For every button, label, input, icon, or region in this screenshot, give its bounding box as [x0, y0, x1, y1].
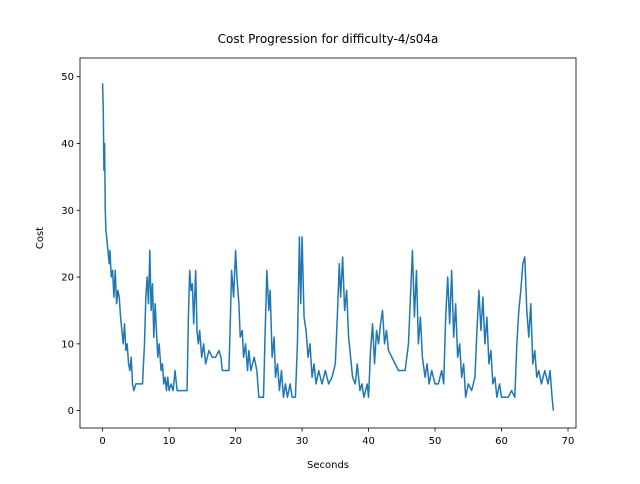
y-tick-label: 10 — [61, 339, 74, 350]
x-tick-label: 10 — [163, 436, 176, 447]
x-tick-label: 0 — [99, 436, 105, 447]
y-tick-label: 0 — [68, 406, 74, 417]
x-tick-label: 30 — [296, 436, 309, 447]
y-tick-label: 30 — [61, 206, 74, 217]
x-tick-label: 60 — [495, 436, 508, 447]
chart-title: Cost Progression for difficulty-4/s04a — [218, 32, 439, 46]
x-tick-label: 20 — [229, 436, 242, 447]
y-axis-label: Cost — [35, 227, 46, 249]
x-tick-label: 70 — [562, 436, 575, 447]
y-tick-label: 50 — [61, 72, 74, 83]
y-tick-label: 40 — [61, 139, 74, 150]
x-tick-label: 50 — [429, 436, 442, 447]
data-line — [101, 83, 555, 411]
y-tick-label: 20 — [61, 273, 74, 284]
x-tick-label: 40 — [362, 436, 375, 447]
plot-frame — [79, 57, 577, 429]
x-axis-label: Seconds — [307, 460, 349, 471]
